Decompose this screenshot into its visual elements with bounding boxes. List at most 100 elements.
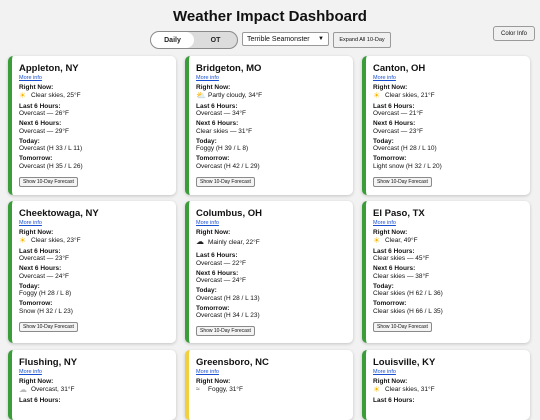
right-now-value: Clear skies, 25°F — [31, 92, 81, 99]
today-value: Clear skies (H 62 / L 36) — [373, 290, 443, 297]
card-city: Columbus, OH — [196, 208, 262, 219]
chevron-down-icon: ▼ — [318, 36, 324, 42]
right-now-label: Right Now: — [196, 229, 231, 236]
right-now-value: Mainly clear, 22°F — [208, 238, 260, 246]
show-10-day-button[interactable]: Show 10-Day Forecast — [196, 326, 255, 336]
right-now-label: Right Now: — [19, 84, 54, 91]
more-info-link[interactable]: More info — [19, 220, 42, 226]
cloud-icon: ☁ — [196, 237, 204, 246]
today-label: Today: — [19, 137, 40, 145]
last6-value: Overcast — 21°F — [373, 110, 423, 117]
card-city: Flushing, NY — [19, 357, 78, 368]
today-value: Overcast (H 33 / L 11) — [19, 145, 83, 152]
next6-label: Next 6 Hours: — [19, 120, 62, 127]
next6-label: Next 6 Hours: — [373, 120, 416, 127]
card-city: El Paso, TX — [373, 208, 425, 219]
right-now-value: Clear, 49°F — [385, 237, 418, 244]
next6-label: Next 6 Hours: — [373, 265, 416, 272]
weather-card: Canton, OH More info Right Now: ☀ Clear s… — [362, 56, 530, 195]
card-city: Bridgeton, MO — [196, 63, 262, 74]
more-info-link[interactable]: More info — [196, 369, 219, 375]
tomorrow-label: Tomorrow: — [196, 304, 230, 312]
last6-label: Last 6 Hours: — [373, 396, 415, 404]
right-now-value: Clear skies, 31°F — [385, 386, 435, 393]
more-info-link[interactable]: More info — [19, 369, 42, 375]
tomorrow-value: Clear skies (H 66 / L 35) — [373, 307, 443, 315]
tomorrow-value: Overcast (H 35 / L 26) — [19, 162, 83, 170]
last6-label: Last 6 Hours: — [196, 102, 238, 110]
more-info-link[interactable]: More info — [196, 220, 219, 226]
right-now-label: Right Now: — [19, 378, 54, 385]
right-now-label: Right Now: — [19, 229, 54, 236]
page-title: Weather Impact Dashboard — [173, 8, 367, 25]
weather-card: Greensboro, NC More info Right Now: ≈ Fog… — [185, 350, 353, 420]
next6-value: Overcast — 23°F — [373, 127, 423, 135]
card-city: Louisville, KY — [373, 357, 436, 368]
sun-icon: ☀ — [19, 235, 27, 245]
color-info-button[interactable]: Color Info — [493, 26, 535, 41]
show-10-day-button[interactable]: Show 10-Day Forecast — [373, 321, 432, 332]
show-10-day-button[interactable]: Show 10-Day Forecast — [196, 176, 255, 187]
more-info-link[interactable]: More info — [196, 75, 219, 81]
last6-label: Last 6 Hours: — [196, 252, 238, 259]
more-info-link[interactable]: More info — [373, 75, 396, 81]
sun-icon: ☀ — [373, 90, 381, 100]
card-city: Greensboro, NC — [196, 357, 269, 368]
user-select[interactable]: Terrible Seamonster ▼ — [242, 32, 329, 46]
next6-label: Next 6 Hours: — [196, 120, 239, 127]
expand-all-button[interactable]: Expand All 10-Day — [333, 32, 391, 48]
today-value: Foggy (H 28 / L 8) — [19, 290, 72, 297]
tomorrow-value: Overcast (H 34 / L 23) — [196, 312, 260, 319]
right-now-label: Right Now: — [196, 378, 231, 385]
today-label: Today: — [196, 137, 217, 145]
tomorrow-value: Light snow (H 32 / L 20) — [373, 162, 442, 170]
right-now-value: Clear skies, 21°F — [385, 92, 435, 99]
today-value: Overcast (H 28 / L 10) — [373, 145, 437, 152]
last6-value: Clear skies — 45°F — [373, 255, 430, 262]
last6-label: Last 6 Hours: — [19, 247, 61, 255]
next6-value: Overcast — 24°F — [196, 277, 246, 284]
today-value: Foggy (H 39 / L 8) — [196, 145, 249, 152]
today-value: Overcast (H 28 / L 13) — [196, 294, 260, 302]
partly-cloudy-icon: ⛅ — [196, 90, 206, 100]
more-info-link[interactable]: More info — [19, 75, 42, 81]
show-10-day-button[interactable]: Show 10-Day Forecast — [19, 321, 78, 332]
card-city: Canton, OH — [373, 63, 426, 74]
weather-card: Flushing, NY More info Right Now: ☁ Overc… — [8, 350, 176, 420]
next6-label: Next 6 Hours: — [196, 269, 239, 277]
weather-card: Columbus, OH More info Right Now: ☁ Mainl… — [185, 201, 353, 343]
sun-icon: ☀ — [19, 90, 27, 100]
right-now-value: Foggy, 31°F — [208, 386, 243, 393]
last6-label: Last 6 Hours: — [373, 102, 415, 110]
last6-value: Overcast — 23°F — [19, 255, 69, 262]
view-toggle[interactable]: Daily OT — [150, 31, 238, 49]
weather-card: Bridgeton, MO More info Right Now: ⛅ Part… — [185, 56, 353, 195]
tomorrow-value: Overcast (H 42 / L 29) — [196, 162, 260, 170]
next6-value: Clear skies — 38°F — [373, 272, 430, 280]
toggle-ot[interactable]: OT — [210, 36, 221, 44]
card-city: Cheektowaga, NY — [19, 208, 99, 219]
today-label: Today: — [19, 282, 40, 290]
fog-icon: ≈ — [196, 385, 200, 393]
tomorrow-value: Snow (H 32 / L 23) — [19, 307, 73, 315]
right-now-label: Right Now: — [373, 378, 408, 385]
more-info-link[interactable]: More info — [373, 369, 396, 375]
today-label: Today: — [373, 282, 394, 290]
right-now-label: Right Now: — [373, 84, 408, 91]
last6-label: Last 6 Hours: — [19, 396, 61, 404]
tomorrow-label: Tomorrow: — [196, 155, 230, 162]
next6-label: Next 6 Hours: — [19, 265, 62, 272]
right-now-value: Partly cloudy, 34°F — [208, 92, 263, 99]
more-info-link[interactable]: More info — [373, 220, 396, 226]
tomorrow-label: Tomorrow: — [373, 300, 407, 307]
toggle-daily[interactable]: Daily — [151, 32, 194, 48]
next6-value: Overcast — 24°F — [19, 272, 69, 280]
weather-card: Louisville, KY More info Right Now: ☀ Cle… — [362, 350, 530, 420]
today-label: Today: — [373, 137, 394, 145]
right-now-value: Clear skies, 23°F — [31, 237, 81, 244]
show-10-day-button[interactable]: Show 10-Day Forecast — [19, 176, 78, 187]
weather-card: El Paso, TX More info Right Now: ☀ Clear,… — [362, 201, 530, 343]
next6-value: Overcast — 29°F — [19, 127, 69, 135]
today-label: Today: — [196, 287, 217, 294]
show-10-day-button[interactable]: Show 10-Day Forecast — [373, 176, 432, 187]
